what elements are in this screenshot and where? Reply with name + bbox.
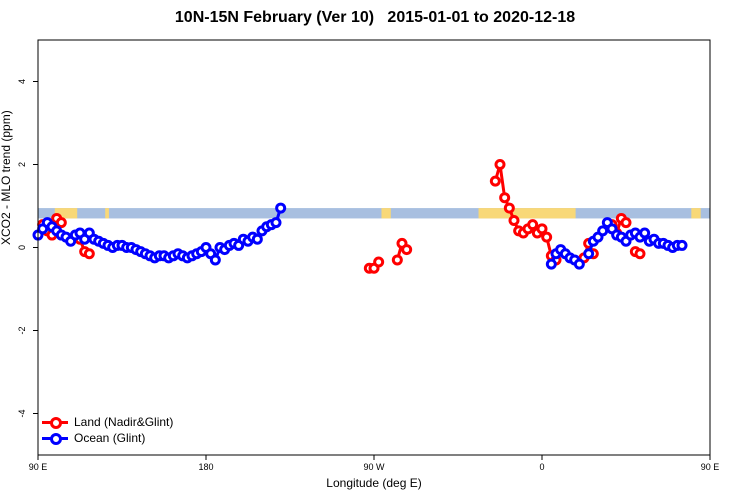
data-point (251, 233, 263, 245)
legend-label: Land (Nadir&Glint) (74, 415, 174, 429)
x-tick-label: 0 (539, 462, 544, 472)
y-axis-label: XCO2 - MLO trend (ppm) (0, 110, 13, 245)
data-point (499, 192, 511, 204)
data-point (634, 248, 646, 260)
y-tick-label: -4 (17, 409, 27, 417)
data-point (489, 175, 501, 187)
series-ocean (32, 202, 688, 270)
land-band-segment (105, 208, 109, 219)
data-point (545, 258, 557, 270)
data-point (503, 202, 515, 214)
y-tick-label: 0 (17, 245, 27, 250)
legend-swatch (42, 416, 68, 429)
data-point (209, 254, 221, 266)
data-point (83, 248, 95, 260)
data-point (494, 159, 506, 170)
data-point (639, 227, 651, 239)
data-point (270, 217, 282, 229)
land-mask-band (38, 208, 710, 219)
data-point (508, 215, 520, 227)
legend-label: Ocean (Glint) (74, 431, 146, 445)
data-point (573, 258, 585, 270)
land-band-segment (691, 208, 701, 219)
data-point (391, 254, 403, 266)
land-band-segment (381, 208, 391, 219)
data-point (401, 244, 413, 256)
data-point (55, 217, 67, 229)
x-tick-label: 90 E (29, 462, 48, 472)
x-tick-label: 90 W (363, 462, 385, 472)
legend: Land (Nadir&Glint) Ocean (Glint) (42, 414, 173, 446)
data-point (275, 202, 287, 214)
land-band-segment (54, 208, 78, 219)
legend-item: Land (Nadir&Glint) (42, 414, 173, 430)
data-point (583, 248, 595, 260)
ocean-band (38, 208, 710, 219)
data-point (541, 231, 553, 243)
legend-swatch (42, 432, 68, 445)
legend-item: Ocean (Glint) (42, 430, 173, 446)
land-band-segment (478, 208, 576, 219)
x-axis-label: Longitude (deg E) (326, 476, 422, 490)
y-tick-label: 2 (17, 162, 27, 167)
y-tick-label: -2 (17, 326, 27, 334)
data-point (676, 239, 688, 251)
x-tick-label: 180 (198, 462, 213, 472)
data-point (536, 223, 548, 235)
data-point (620, 217, 632, 229)
data-point (597, 225, 609, 237)
data-point (527, 219, 539, 231)
chart-title: 10N-15N February (Ver 10) 2015-01-01 to … (174, 9, 576, 26)
x-tick-label: 90 E (701, 462, 720, 472)
data-point (373, 256, 385, 268)
axis-layer: 90 E 180 90 W 0 90 E -4 -2 0 2 4 (17, 79, 719, 472)
series-layer (32, 159, 688, 274)
y-tick-label: 4 (17, 79, 27, 84)
